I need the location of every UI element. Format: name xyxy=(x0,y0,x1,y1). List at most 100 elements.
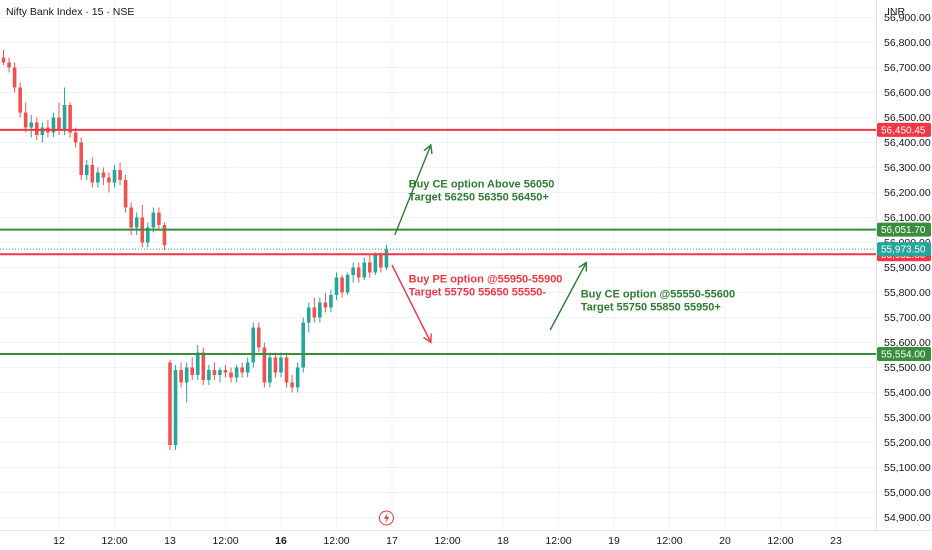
last-price-badge[interactable]: 55,973.50 xyxy=(877,242,931,257)
candle-body xyxy=(7,62,11,68)
candle-body xyxy=(340,277,344,293)
candle-body xyxy=(301,322,305,368)
candle xyxy=(157,207,161,230)
candle xyxy=(306,302,311,333)
trade-arrow[interactable] xyxy=(391,264,432,344)
candle-body xyxy=(351,267,355,275)
candle xyxy=(1,50,6,65)
y-tick-label: 56,200.00 xyxy=(884,187,931,199)
candle-body xyxy=(96,172,100,183)
candle xyxy=(207,365,211,385)
candle-body xyxy=(107,177,111,183)
y-tick-label: 56,700.00 xyxy=(884,62,931,74)
levels-layer xyxy=(0,128,876,355)
candle xyxy=(101,167,106,185)
candle xyxy=(112,165,117,188)
candle-body xyxy=(62,105,67,130)
candle-body xyxy=(79,142,83,175)
candle xyxy=(240,362,244,378)
candle xyxy=(384,245,389,270)
x-tick-label: 12:00 xyxy=(434,535,460,547)
last-price-badge-bg xyxy=(877,242,931,257)
level-badge[interactable]: 56,450.45 xyxy=(877,122,931,137)
candle-body xyxy=(134,217,139,228)
candle-body xyxy=(229,372,233,378)
candle xyxy=(79,137,83,180)
candle-body xyxy=(68,105,72,133)
candle-body xyxy=(295,367,300,388)
trade-arrow[interactable] xyxy=(394,143,433,236)
candle xyxy=(40,122,45,143)
candle-body xyxy=(240,367,244,373)
candle xyxy=(351,262,355,283)
candle-body xyxy=(18,87,22,113)
y-tick-label: 56,300.00 xyxy=(884,162,931,174)
y-tick-label: 55,200.00 xyxy=(884,437,931,449)
candle-body xyxy=(51,117,56,133)
y-tick-label: 56,400.00 xyxy=(884,137,931,149)
candle-body xyxy=(146,227,150,243)
x-tick-label: 12:00 xyxy=(545,535,571,547)
level-badge[interactable]: 56,051.70 xyxy=(877,222,931,237)
x-tick-label: 12:00 xyxy=(323,535,349,547)
candle-body xyxy=(179,370,183,383)
candle-body xyxy=(112,170,117,183)
y-tick-label: 55,300.00 xyxy=(884,412,931,424)
price-axis[interactable]: 54,900.00 55,000.00 55,100.00 55,200.00 55,3… xyxy=(876,0,932,530)
candle xyxy=(168,360,172,450)
candle xyxy=(184,362,189,403)
candle-body xyxy=(207,370,211,380)
candle-body xyxy=(329,295,333,308)
arrow-shaft xyxy=(549,262,587,331)
candle-body xyxy=(195,352,200,375)
event-marker[interactable] xyxy=(378,510,394,526)
candle xyxy=(140,205,145,248)
arrows-layer xyxy=(391,143,588,344)
candle xyxy=(340,275,344,298)
level-badge[interactable]: 55,554.00 xyxy=(877,347,931,361)
candle-body xyxy=(234,367,239,378)
candle-body xyxy=(312,307,317,318)
candle-body xyxy=(318,302,322,318)
candle-body xyxy=(129,207,133,228)
candle xyxy=(362,257,367,280)
candle xyxy=(12,62,17,93)
candle-body xyxy=(268,357,272,383)
candle-body xyxy=(73,132,78,143)
candle-body xyxy=(290,382,294,388)
x-tick-label: 19 xyxy=(608,535,620,547)
candle-body xyxy=(123,180,128,208)
candle xyxy=(318,297,322,323)
arrow-head xyxy=(423,143,433,155)
time-axis[interactable]: 12 12:00 13 12:00 16 12:00 17 12:00 18 12:00 19 12:… xyxy=(0,530,932,548)
candle xyxy=(284,352,289,388)
trade-annotation: Buy CE option @55550-55600 Target 55750 5… xyxy=(581,289,735,314)
y-tick-label: 55,500.00 xyxy=(884,362,931,374)
chart-title: Nifty Bank Index · 15 · NSE xyxy=(6,6,134,18)
arrow-shaft xyxy=(391,264,432,343)
grid xyxy=(0,0,876,530)
annotation-line: Target 55750 55650 55550- xyxy=(409,287,547,299)
candle xyxy=(179,362,183,388)
candle xyxy=(229,367,233,383)
candle xyxy=(329,290,333,313)
candle xyxy=(245,357,250,378)
x-tick-label: 13 xyxy=(164,535,176,547)
candle-body xyxy=(184,367,189,383)
candle xyxy=(301,317,305,373)
candle-body xyxy=(35,122,39,135)
x-tick-label: 16 xyxy=(275,535,287,547)
candle-body xyxy=(173,370,178,445)
annotation-line: Target 56250 56350 56450+ xyxy=(409,192,549,204)
trade-arrow[interactable] xyxy=(549,261,588,331)
candle xyxy=(251,322,256,368)
level-badge-text: 56,051.70 xyxy=(881,225,926,236)
arrow-head xyxy=(578,261,588,272)
candle xyxy=(107,172,111,193)
candle xyxy=(51,112,56,138)
candle-body xyxy=(151,212,156,228)
level-badge-text: 55,554.00 xyxy=(881,350,926,361)
annotation-line: Buy PE option @55950-55900 xyxy=(409,274,563,286)
y-tick-label: 54,900.00 xyxy=(884,512,931,524)
